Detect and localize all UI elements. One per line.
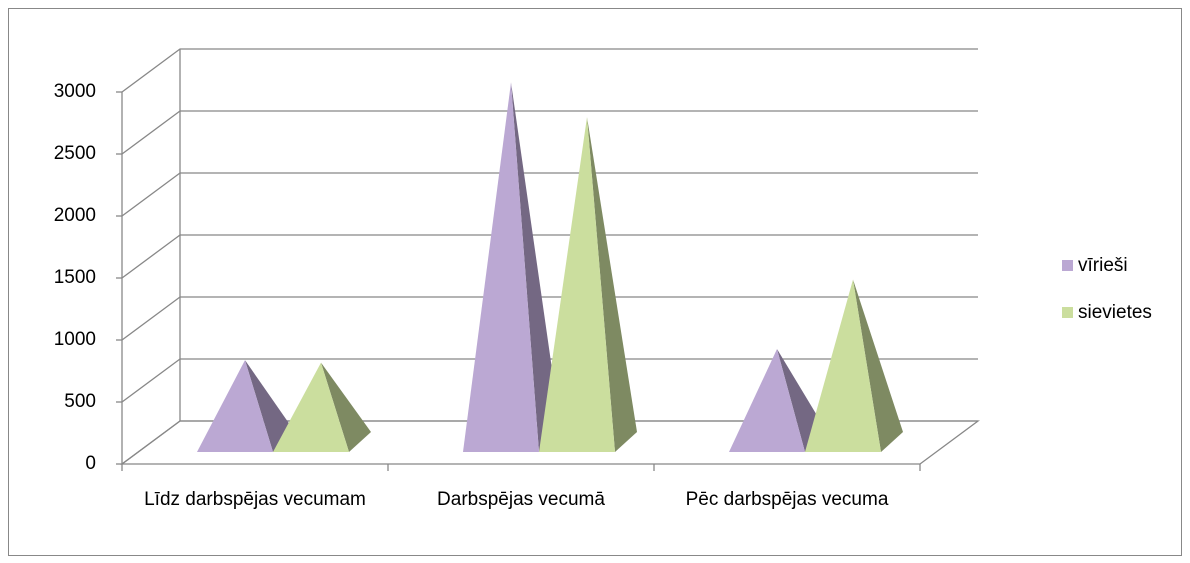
pyramid [805, 279, 903, 452]
y-tick-label: 500 [64, 391, 96, 412]
pyramid-side [511, 82, 561, 453]
y-tick-label: 1500 [54, 267, 96, 288]
pyramid [197, 360, 295, 452]
legend-label: vīrieši [1078, 255, 1128, 276]
pyramid-front [539, 117, 615, 453]
pyramid [539, 117, 637, 453]
x-tick-label: Līdz darbspējas vecumam [144, 489, 366, 510]
legend-swatch [1062, 260, 1073, 271]
pyramid-front [463, 82, 539, 453]
pyramid-side [853, 279, 903, 452]
y-tick-label: 0 [85, 453, 96, 474]
pyramid [463, 82, 561, 453]
pyramid-front [729, 349, 805, 452]
pyramid-front [805, 279, 881, 452]
y-tick-label: 3000 [54, 81, 96, 102]
pyramid-side [587, 117, 637, 453]
legend-label: sievietes [1078, 302, 1152, 323]
pyramid-side [245, 360, 295, 452]
pyramid-front [197, 360, 273, 452]
pyramid-side [321, 362, 371, 452]
x-tick-label: Darbspējas vecumā [437, 489, 605, 510]
pyramid [273, 362, 371, 452]
y-tick-label: 2000 [54, 205, 96, 226]
legend-swatch [1062, 307, 1073, 318]
pyramid-front [273, 362, 349, 452]
y-tick-label: 1000 [54, 329, 96, 350]
x-tick-label: Pēc darbspējas vecuma [685, 489, 889, 510]
y-tick-label: 2500 [54, 143, 96, 164]
